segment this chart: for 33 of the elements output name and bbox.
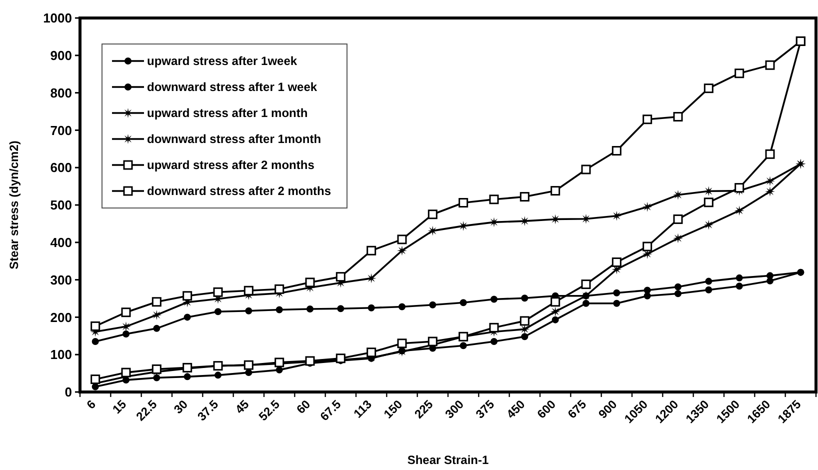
y-tick-label: 100 [50,347,72,362]
legend-label: upward stress after 1 month [147,106,308,120]
x-tick-label: 450 [504,396,528,422]
y-tick-label: 400 [50,234,72,250]
y-tick-label: 600 [50,160,72,176]
y-tick-label: 500 [50,198,72,213]
y-tick-label: 200 [50,310,72,325]
legend-label: downward stress after 1 week [147,80,318,94]
x-tick-label: 45 [232,396,252,417]
x-tick-label: 375 [473,396,498,422]
x-tick-label: 300 [442,396,467,422]
y-axis-title: Stear stress (dyn/cm2) [7,140,21,270]
legend-label: upward stress after 2 months [147,158,315,172]
y-tick-label: 0 [64,384,72,400]
x-axis-title: Shear Strain-1 [407,453,489,467]
x-tick-label: 225 [412,396,436,422]
x-tick-label: 30 [171,396,191,417]
x-tick-label: 150 [381,396,406,422]
y-tick-label: 700 [50,122,72,138]
x-tick-label: 60 [294,396,314,417]
y-tick-label: 300 [50,272,72,288]
y-tick-label: 900 [50,48,72,63]
legend-label: upward stress after 1week [147,54,298,68]
x-tick-label: 900 [596,396,620,422]
legend-label: downward stress after 1month [147,132,322,146]
y-tick-label: 800 [50,85,72,100]
x-tick-label: 600 [534,396,559,422]
x-tick-label: 113 [350,396,375,421]
x-tick-label: 15 [110,396,130,417]
x-tick-label: 675 [565,396,590,422]
legend-label: downward stress after 2 months [147,184,332,198]
y-tick-label: 1000 [43,10,72,26]
x-tick-label: 6 [84,396,99,412]
